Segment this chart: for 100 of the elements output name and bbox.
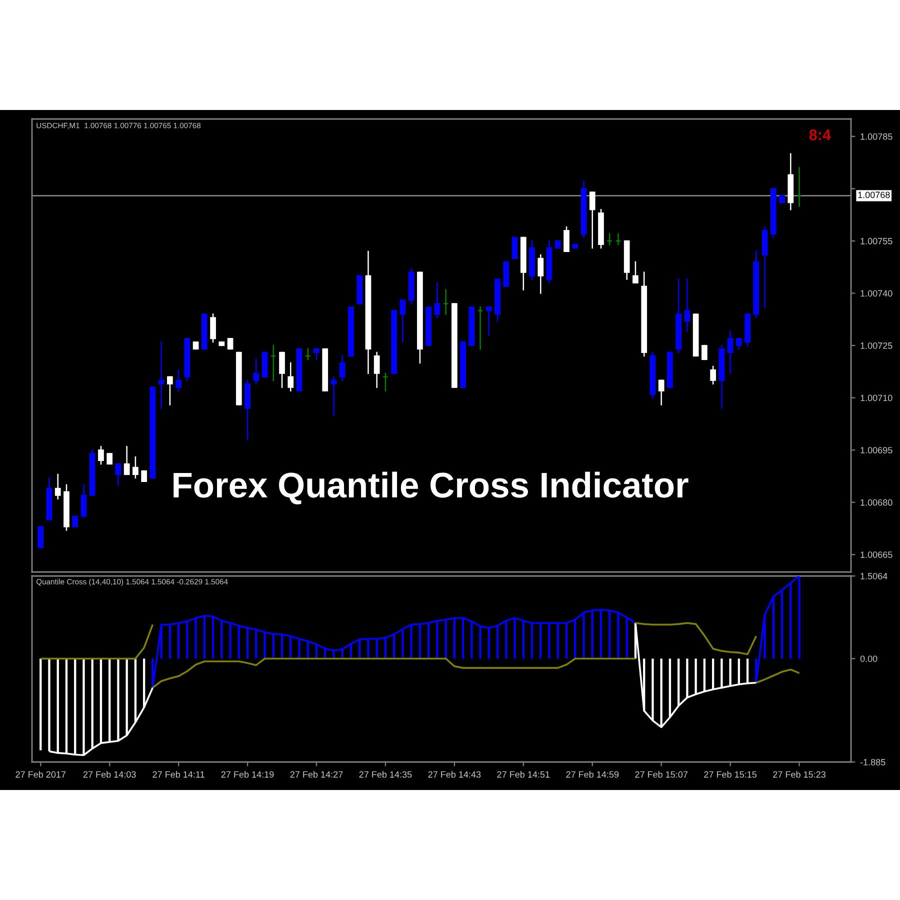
bar (462, 618, 464, 659)
bar (738, 658, 740, 684)
x-tick-label: 27 Feb 14:51 (497, 771, 550, 778)
bar (772, 596, 774, 659)
bar (582, 612, 585, 659)
bar (410, 624, 412, 659)
candlestick (632, 261, 638, 284)
candlestick (382, 372, 388, 392)
bar (367, 638, 370, 659)
candlestick (486, 306, 492, 336)
bar (194, 618, 197, 659)
candlestick (210, 314, 216, 343)
bar (556, 622, 559, 659)
candlestick (124, 446, 130, 476)
bar (470, 621, 473, 659)
bar (298, 638, 300, 659)
x-tick-label: 27 Feb 14:11 (152, 771, 204, 778)
bar (548, 622, 550, 659)
candlestick (132, 456, 138, 479)
candlestick (374, 352, 380, 388)
bar (660, 658, 662, 728)
candlestick (176, 369, 182, 392)
y-tick-label: 1.00785 (860, 133, 892, 140)
candlestick (330, 376, 337, 416)
candlestick (796, 167, 802, 207)
bar (514, 618, 516, 659)
bar (238, 626, 240, 659)
bar (40, 658, 42, 750)
bar (686, 658, 688, 698)
bar (729, 658, 732, 686)
candlestick (38, 526, 44, 548)
candlestick (98, 446, 104, 465)
candlestick (167, 376, 173, 406)
bar (530, 622, 534, 659)
candlestick (442, 289, 449, 315)
x-tick-label: 27 Feb 15:07 (635, 771, 688, 778)
candlestick (314, 348, 320, 360)
x-tick-label: 27 Feb 2017 (16, 771, 66, 778)
candlestick (736, 338, 742, 350)
bar (668, 658, 672, 718)
y-tick-label: 1.00740 (860, 290, 892, 297)
candlestick (589, 192, 596, 249)
candlestick (270, 344, 276, 381)
candlestick (564, 226, 570, 252)
bar (160, 624, 162, 659)
bar (479, 626, 482, 659)
bar (652, 658, 654, 721)
candlestick (339, 355, 346, 381)
y-tick-label: 0.00 (860, 656, 878, 662)
x-tick-label: 27 Feb 14:19 (221, 771, 274, 778)
x-tick-label: 27 Feb 15:15 (704, 771, 757, 778)
candlestick (80, 484, 87, 517)
candlestick (512, 236, 518, 260)
bar (203, 616, 206, 659)
ref-line-label: 1.00768 (858, 192, 890, 198)
candlestick (477, 306, 484, 350)
bar (444, 620, 447, 659)
bar (505, 620, 508, 659)
candlestick (615, 233, 622, 246)
bar (453, 618, 456, 659)
bar (56, 658, 59, 753)
candlestick (106, 452, 113, 465)
bar (402, 629, 404, 659)
bar (436, 620, 438, 659)
x-tick-label: 27 Feb 14:27 (290, 771, 343, 778)
bar (488, 628, 490, 659)
bar (220, 620, 223, 659)
bar (496, 626, 499, 659)
bar (746, 658, 749, 684)
candlestick (72, 516, 78, 528)
candlestick (158, 341, 164, 409)
x-tick-label: 27 Feb 14:43 (428, 771, 481, 778)
candlestick (227, 338, 234, 350)
candlestick (538, 254, 544, 294)
bar (108, 658, 111, 742)
bar (678, 658, 680, 706)
candlestick (54, 474, 61, 500)
bar (100, 658, 102, 744)
bar (117, 658, 120, 741)
candlestick (253, 358, 260, 384)
candlestick (658, 380, 664, 406)
y-tick-label: 1.00680 (860, 499, 892, 506)
candlestick (400, 300, 406, 343)
bar (229, 622, 232, 659)
x-tick-label: 27 Feb 14:35 (359, 771, 412, 778)
candlestick (288, 362, 294, 392)
text: Forex Quantile Cross Indicator (174, 472, 688, 504)
y-tick-label: 1.00695 (860, 447, 892, 454)
bar (91, 658, 94, 749)
bar (720, 658, 723, 688)
bar (168, 624, 172, 659)
bar (764, 614, 766, 659)
candlestick (710, 366, 716, 384)
bar (565, 622, 568, 659)
y-tick-label: 1.00755 (860, 238, 892, 244)
y-tick-label: 1.00665 (860, 552, 892, 558)
y-tick-label: 1.5064 (860, 572, 888, 580)
candlestick (304, 348, 311, 360)
bar (177, 622, 180, 659)
candlestick (684, 278, 690, 332)
